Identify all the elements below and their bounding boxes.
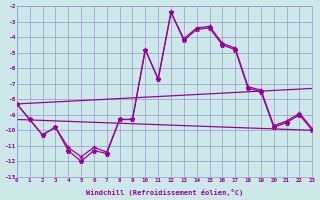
X-axis label: Windchill (Refroidissement éolien,°C): Windchill (Refroidissement éolien,°C) xyxy=(86,189,243,196)
